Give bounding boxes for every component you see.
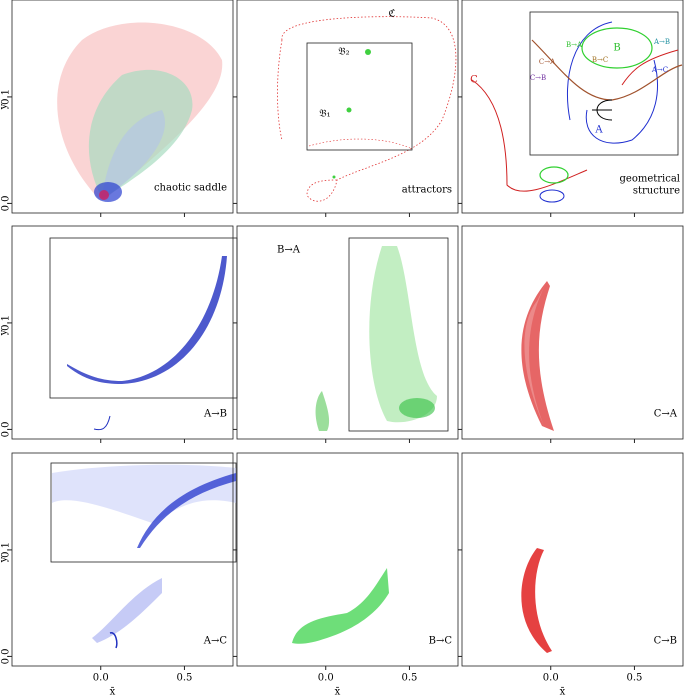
panel-frame — [236, 225, 459, 440]
panel-label: A→C — [203, 636, 228, 647]
point-cloud — [92, 578, 162, 643]
point-cloud — [365, 49, 371, 55]
x-axis-label: x̄ — [110, 687, 116, 698]
y-tick-label: 0.1 — [1, 542, 12, 558]
point-cloud — [93, 415, 111, 431]
panel-label: C→A — [654, 409, 678, 420]
annotation: ℭ — [388, 9, 395, 20]
panel-label: attractors — [402, 185, 452, 196]
panel-label: structure — [633, 186, 680, 197]
panel-label: A→B — [203, 409, 227, 420]
point-cloud — [539, 166, 569, 184]
annotation: 𝔅₁ — [319, 109, 330, 120]
x-axis-label: x̄ — [560, 687, 566, 698]
panel — [521, 281, 554, 431]
panel-label: chaotic saddle — [154, 183, 227, 194]
annotation: B→C — [592, 56, 608, 64]
annotation: C — [470, 75, 478, 86]
annotation: B — [613, 43, 620, 54]
panel-frame — [236, 452, 459, 667]
point-cloud — [471, 49, 679, 192]
inset-frame — [348, 237, 449, 432]
point-cloud — [592, 99, 613, 121]
panel-label: geometrical — [620, 174, 681, 185]
panel — [277, 16, 457, 202]
point-cloud — [521, 548, 552, 653]
x-tick-label: 0.5 — [401, 673, 417, 684]
annotation: B→A — [566, 41, 583, 49]
panel — [521, 548, 552, 653]
panel-label: B→C — [429, 636, 453, 647]
panel-frame — [11, 452, 234, 667]
inset-frame — [529, 11, 679, 156]
annotation: A→B — [653, 38, 670, 46]
y-tick-label: 0.0 — [1, 195, 12, 211]
point-cloud — [581, 27, 653, 69]
panel — [315, 237, 449, 432]
x-tick-label: 0.5 — [626, 673, 642, 684]
point-cloud — [277, 16, 457, 202]
panel-frame — [461, 225, 684, 440]
point-cloud — [109, 632, 118, 649]
point-cloud — [292, 568, 389, 644]
point-cloud — [102, 110, 165, 198]
point-cloud — [308, 138, 411, 149]
point-cloud — [524, 281, 547, 426]
inset-frame — [50, 462, 237, 563]
panel-label: B→A — [277, 245, 301, 256]
y-tick-label: 0.0 — [1, 421, 12, 437]
point-cloud — [315, 391, 330, 431]
point-cloud — [539, 189, 565, 203]
x-tick-label: 0.5 — [176, 673, 192, 684]
point-cloud — [567, 21, 659, 144]
point-cloud — [332, 175, 336, 179]
point-cloud — [99, 190, 109, 200]
panel — [471, 11, 683, 203]
x-tick-label: 0.0 — [543, 673, 559, 684]
panel-frame — [236, 0, 459, 214]
y-axis-label: ȳ — [0, 556, 10, 563]
point-cloud — [369, 246, 437, 423]
y-axis-label: ȳ — [0, 103, 10, 110]
panel — [57, 22, 223, 202]
annotation: C→A — [539, 58, 556, 66]
panel-frame — [11, 225, 234, 440]
point-cloud — [67, 256, 227, 384]
annotation: C→B — [530, 74, 546, 82]
y-tick-label: 0.1 — [1, 315, 12, 331]
x-axis-label: x̄ — [335, 687, 341, 698]
x-tick-label: 0.0 — [93, 673, 109, 684]
panel — [50, 462, 237, 649]
panel-frame — [461, 452, 684, 667]
inset-frame — [306, 42, 413, 151]
annotation: 𝔅₂ — [338, 47, 349, 58]
annotation: A — [594, 125, 603, 136]
y-tick-label: 0.1 — [1, 89, 12, 105]
y-tick-label: 0.0 — [1, 648, 12, 664]
point-cloud — [346, 107, 352, 113]
panel — [292, 568, 389, 644]
panel-frame — [11, 0, 234, 214]
x-tick-label: 0.0 — [318, 673, 334, 684]
point-cloud — [137, 473, 236, 548]
panel-frame — [461, 0, 684, 214]
point-cloud — [52, 464, 236, 523]
panel-label: C→B — [654, 636, 677, 647]
panel — [49, 237, 238, 431]
annotation: A→C — [651, 66, 668, 74]
point-cloud — [399, 398, 435, 418]
y-axis-label: ȳ — [0, 329, 10, 336]
